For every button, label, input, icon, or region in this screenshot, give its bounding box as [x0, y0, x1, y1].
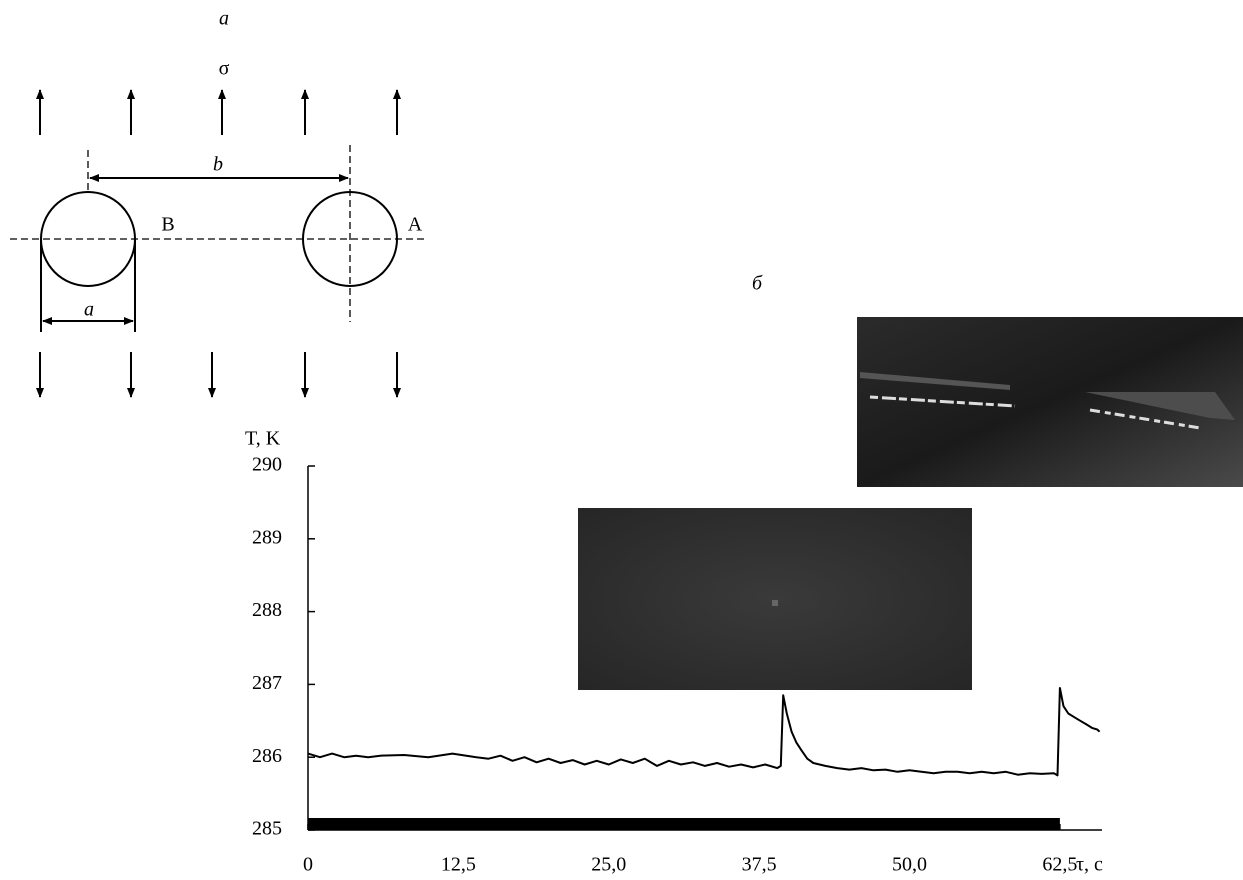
x-tick-label: 37,5	[742, 854, 777, 876]
load-interval	[308, 818, 1060, 830]
thermal-image	[578, 508, 972, 690]
y-tick-label: 286	[252, 745, 282, 767]
panel-label: б	[752, 273, 763, 295]
x-tick-label: 0	[303, 854, 313, 876]
point-label: A	[408, 214, 423, 236]
y-tick-label: 285	[252, 818, 282, 840]
stress-label: σ	[219, 58, 230, 80]
y-tick-label: 290	[252, 454, 282, 476]
y-tick-label: 289	[252, 526, 282, 548]
dimension-label: a	[84, 299, 94, 321]
y-tick-label: 287	[252, 672, 282, 694]
panel-label: a	[219, 8, 229, 30]
x-tick-label: 50,0	[892, 854, 927, 876]
dimension-label: b	[213, 154, 223, 176]
diagram: a σ b B A a	[10, 8, 428, 398]
stress-arrows	[36, 89, 401, 398]
x-tick-label: 62,5	[1042, 854, 1077, 876]
x-tick-label: 12,5	[441, 854, 476, 876]
x-tick-label: 25,0	[591, 854, 626, 876]
temperature-line	[307, 687, 1101, 777]
point-label: B	[161, 214, 174, 236]
y-axis-label: T, K	[245, 428, 281, 450]
y-tick-label: 288	[252, 599, 282, 621]
thermal-image	[857, 317, 1243, 487]
x-axis-label: τ, c	[1076, 854, 1103, 876]
